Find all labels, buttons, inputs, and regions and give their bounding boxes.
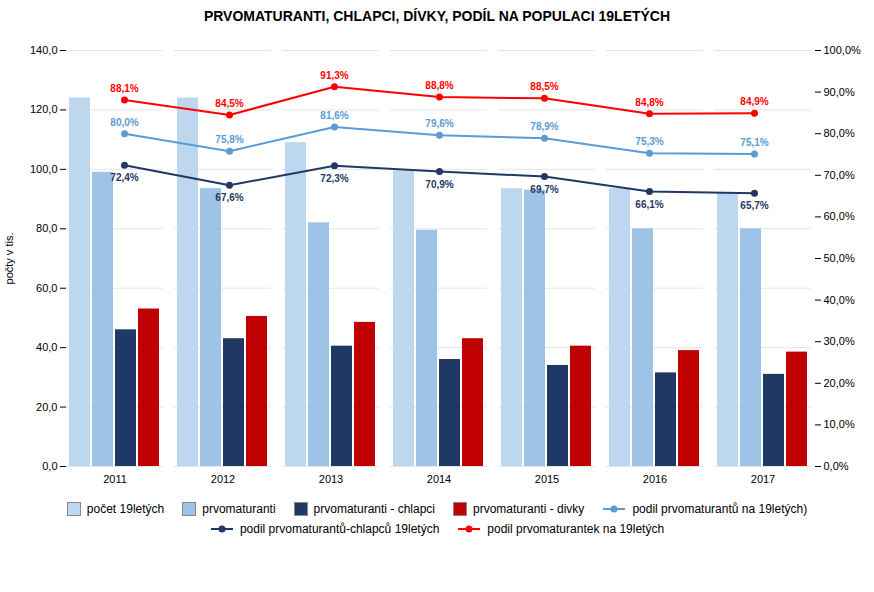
svg-text:72,4%: 72,4%	[110, 172, 138, 183]
svg-text:79,6%: 79,6%	[425, 118, 453, 129]
svg-text:2012: 2012	[211, 473, 235, 485]
svg-text:65,7%: 65,7%	[740, 200, 768, 211]
svg-text:80,0%: 80,0%	[110, 117, 138, 128]
html-text:prvomaturanti - divky: prvomaturanti - divky	[473, 502, 585, 516]
svg-text:40,0: 40,0	[36, 341, 57, 353]
svg-text:20,0%: 20,0%	[824, 377, 855, 389]
svg-text:2011: 2011	[103, 473, 127, 485]
html-text:podil prvomaturantů-chlapců 19: podil prvomaturantů-chlapců 19letých	[239, 522, 440, 536]
svg-text:81,6%: 81,6%	[320, 110, 348, 121]
svg-text:70,0%: 70,0%	[824, 169, 855, 181]
svg-text:140,0: 140,0	[30, 44, 58, 56]
svg-text:90,0%: 90,0%	[824, 86, 855, 98]
svg-text:50,0%: 50,0%	[824, 252, 855, 264]
svg-text:70,9%: 70,9%	[425, 179, 453, 190]
html-text:podil prvomaturantek na 19letý: podil prvomaturantek na 19letých	[487, 522, 665, 536]
svg-text:100,0: 100,0	[30, 163, 58, 175]
svg-text:2013: 2013	[319, 473, 343, 485]
svg-text:2017: 2017	[751, 473, 775, 485]
svg-text:počty v tis.: počty v tis.	[3, 233, 15, 285]
svg-text:100,0%: 100,0%	[824, 44, 862, 56]
svg-text:0,0%: 0,0%	[824, 460, 849, 472]
svg-text:10,0%: 10,0%	[824, 418, 855, 430]
svg-text:75,8%: 75,8%	[215, 134, 243, 145]
svg-text:88,5%: 88,5%	[530, 81, 558, 92]
html-text:PRVOMATURANTI, CHLAPCI, DÍVKY,: PRVOMATURANTI, CHLAPCI, DÍVKY, PODÍL NA …	[203, 8, 671, 24]
svg-text:75,1%: 75,1%	[740, 137, 768, 148]
svg-text:84,9%: 84,9%	[740, 96, 768, 107]
svg-text:20,0: 20,0	[36, 401, 57, 413]
html-text:počet 19letých: počet 19letých	[86, 502, 165, 516]
svg-text:75,3%: 75,3%	[635, 136, 663, 147]
svg-text:0,0: 0,0	[42, 460, 57, 472]
svg-text:30,0%: 30,0%	[824, 335, 855, 347]
svg-text:84,5%: 84,5%	[215, 98, 243, 109]
svg-text:2016: 2016	[643, 473, 667, 485]
svg-text:120,0: 120,0	[30, 103, 58, 115]
svg-text:72,3%: 72,3%	[320, 173, 348, 184]
svg-text:40,0%: 40,0%	[824, 294, 855, 306]
svg-text:88,1%: 88,1%	[110, 83, 138, 94]
svg-text:2014: 2014	[427, 473, 451, 485]
svg-text:69,7%: 69,7%	[530, 184, 558, 195]
svg-text:80,0: 80,0	[36, 222, 57, 234]
svg-text:60,0: 60,0	[36, 282, 57, 294]
html-text:podil prvomaturantů na 19letýc: podil prvomaturantů na 19letých)	[632, 502, 808, 516]
svg-text:66,1%: 66,1%	[635, 199, 663, 210]
svg-text:80,0%: 80,0%	[824, 127, 855, 139]
svg-text:78,9%: 78,9%	[530, 121, 558, 132]
html-text:prvomaturanti: prvomaturanti	[202, 502, 276, 516]
svg-text:84,8%: 84,8%	[635, 97, 663, 108]
svg-text:91,3%: 91,3%	[320, 70, 348, 81]
svg-text:60,0%: 60,0%	[824, 210, 855, 222]
svg-text:67,6%: 67,6%	[215, 192, 243, 203]
svg-text:88,8%: 88,8%	[425, 80, 453, 91]
svg-text:2015: 2015	[535, 473, 559, 485]
html-text:prvomaturanti - chlapci: prvomaturanti - chlapci	[313, 502, 435, 516]
